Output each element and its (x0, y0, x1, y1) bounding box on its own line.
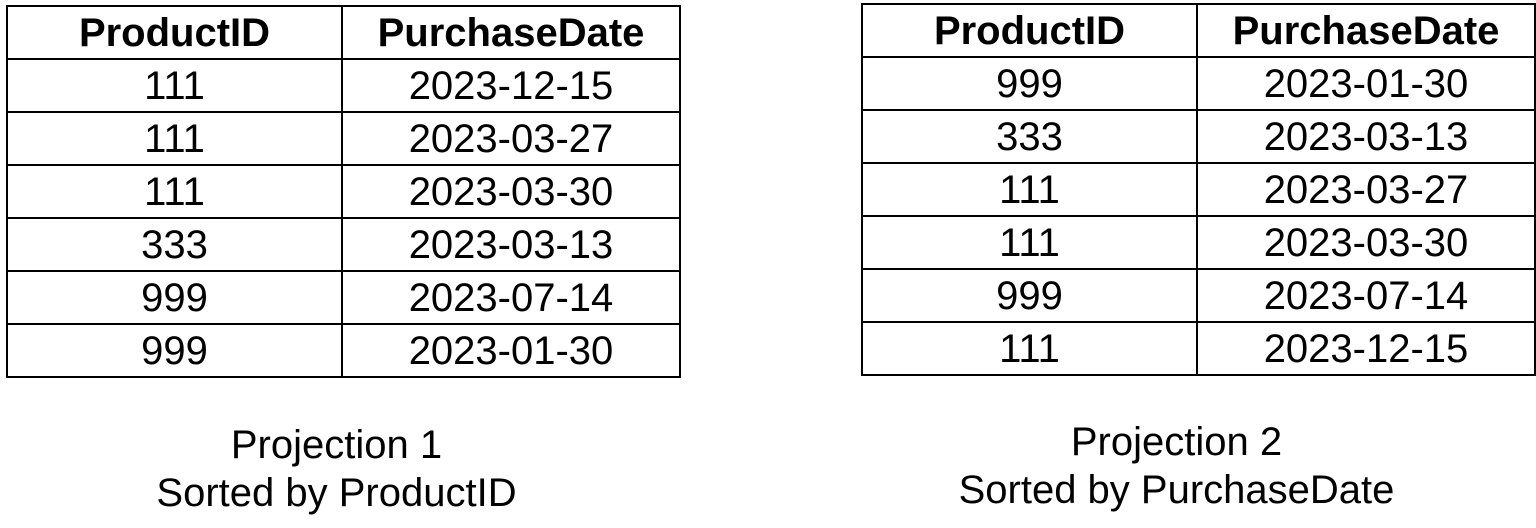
cell-purchase-date: 2023-03-13 (1196, 109, 1536, 164)
table-header-row: ProductID PurchaseDate (861, 3, 1536, 58)
cell-product-id: 111 (6, 58, 343, 113)
cell-product-id: 111 (6, 111, 343, 166)
cell-purchase-date: 2023-03-30 (1196, 215, 1536, 270)
cell-purchase-date: 2023-07-14 (1196, 268, 1536, 323)
table-row: 333 2023-03-13 (6, 217, 681, 272)
cell-product-id: 333 (861, 109, 1198, 164)
table-row: 999 2023-07-14 (6, 270, 681, 325)
cell-purchase-date: 2023-01-30 (341, 323, 681, 378)
table-row: 111 2023-12-15 (6, 58, 681, 113)
cell-product-id: 999 (6, 323, 343, 378)
cell-purchase-date: 2023-03-13 (341, 217, 681, 272)
caption-title: Projection 1 (230, 423, 443, 467)
table-row: 999 2023-01-30 (861, 56, 1536, 111)
cell-purchase-date: 2023-12-15 (341, 58, 681, 113)
caption-subtitle: Sorted by ProductID (156, 471, 517, 515)
table-row: 999 2023-01-30 (6, 323, 681, 378)
projection-1-table: ProductID PurchaseDate 111 2023-12-15 11… (6, 5, 681, 378)
cell-product-id: 111 (861, 321, 1198, 376)
cell-product-id: 111 (861, 162, 1198, 217)
cell-product-id: 999 (861, 56, 1198, 111)
column-header-purchase-date: PurchaseDate (341, 5, 681, 60)
cell-purchase-date: 2023-07-14 (341, 270, 681, 325)
cell-purchase-date: 2023-12-15 (1196, 321, 1536, 376)
table-row: 111 2023-03-30 (6, 164, 681, 219)
projection-2-caption: Projection 2 Sorted by PurchaseDate (840, 418, 1513, 514)
cell-product-id: 999 (6, 270, 343, 325)
column-header-product-id: ProductID (6, 5, 343, 60)
table-header-row: ProductID PurchaseDate (6, 5, 681, 60)
cell-product-id: 111 (6, 164, 343, 219)
cell-purchase-date: 2023-01-30 (1196, 56, 1536, 111)
table-row: 111 2023-12-15 (861, 321, 1536, 376)
column-header-purchase-date: PurchaseDate (1196, 3, 1536, 58)
cell-purchase-date: 2023-03-30 (341, 164, 681, 219)
table-row: 999 2023-07-14 (861, 268, 1536, 323)
projection-1-caption: Projection 1 Sorted by ProductID (0, 421, 673, 517)
projection-2-table: ProductID PurchaseDate 999 2023-01-30 33… (861, 3, 1536, 376)
cell-product-id: 333 (6, 217, 343, 272)
cell-purchase-date: 2023-03-27 (1196, 162, 1536, 217)
caption-subtitle: Sorted by PurchaseDate (958, 468, 1395, 512)
table-row: 111 2023-03-27 (861, 162, 1536, 217)
table-row: 111 2023-03-27 (6, 111, 681, 166)
cell-product-id: 111 (861, 215, 1198, 270)
table-row: 333 2023-03-13 (861, 109, 1536, 164)
table-row: 111 2023-03-30 (861, 215, 1536, 270)
column-header-product-id: ProductID (861, 3, 1198, 58)
cell-purchase-date: 2023-03-27 (341, 111, 681, 166)
caption-title: Projection 2 (1070, 420, 1283, 464)
cell-product-id: 999 (861, 268, 1198, 323)
